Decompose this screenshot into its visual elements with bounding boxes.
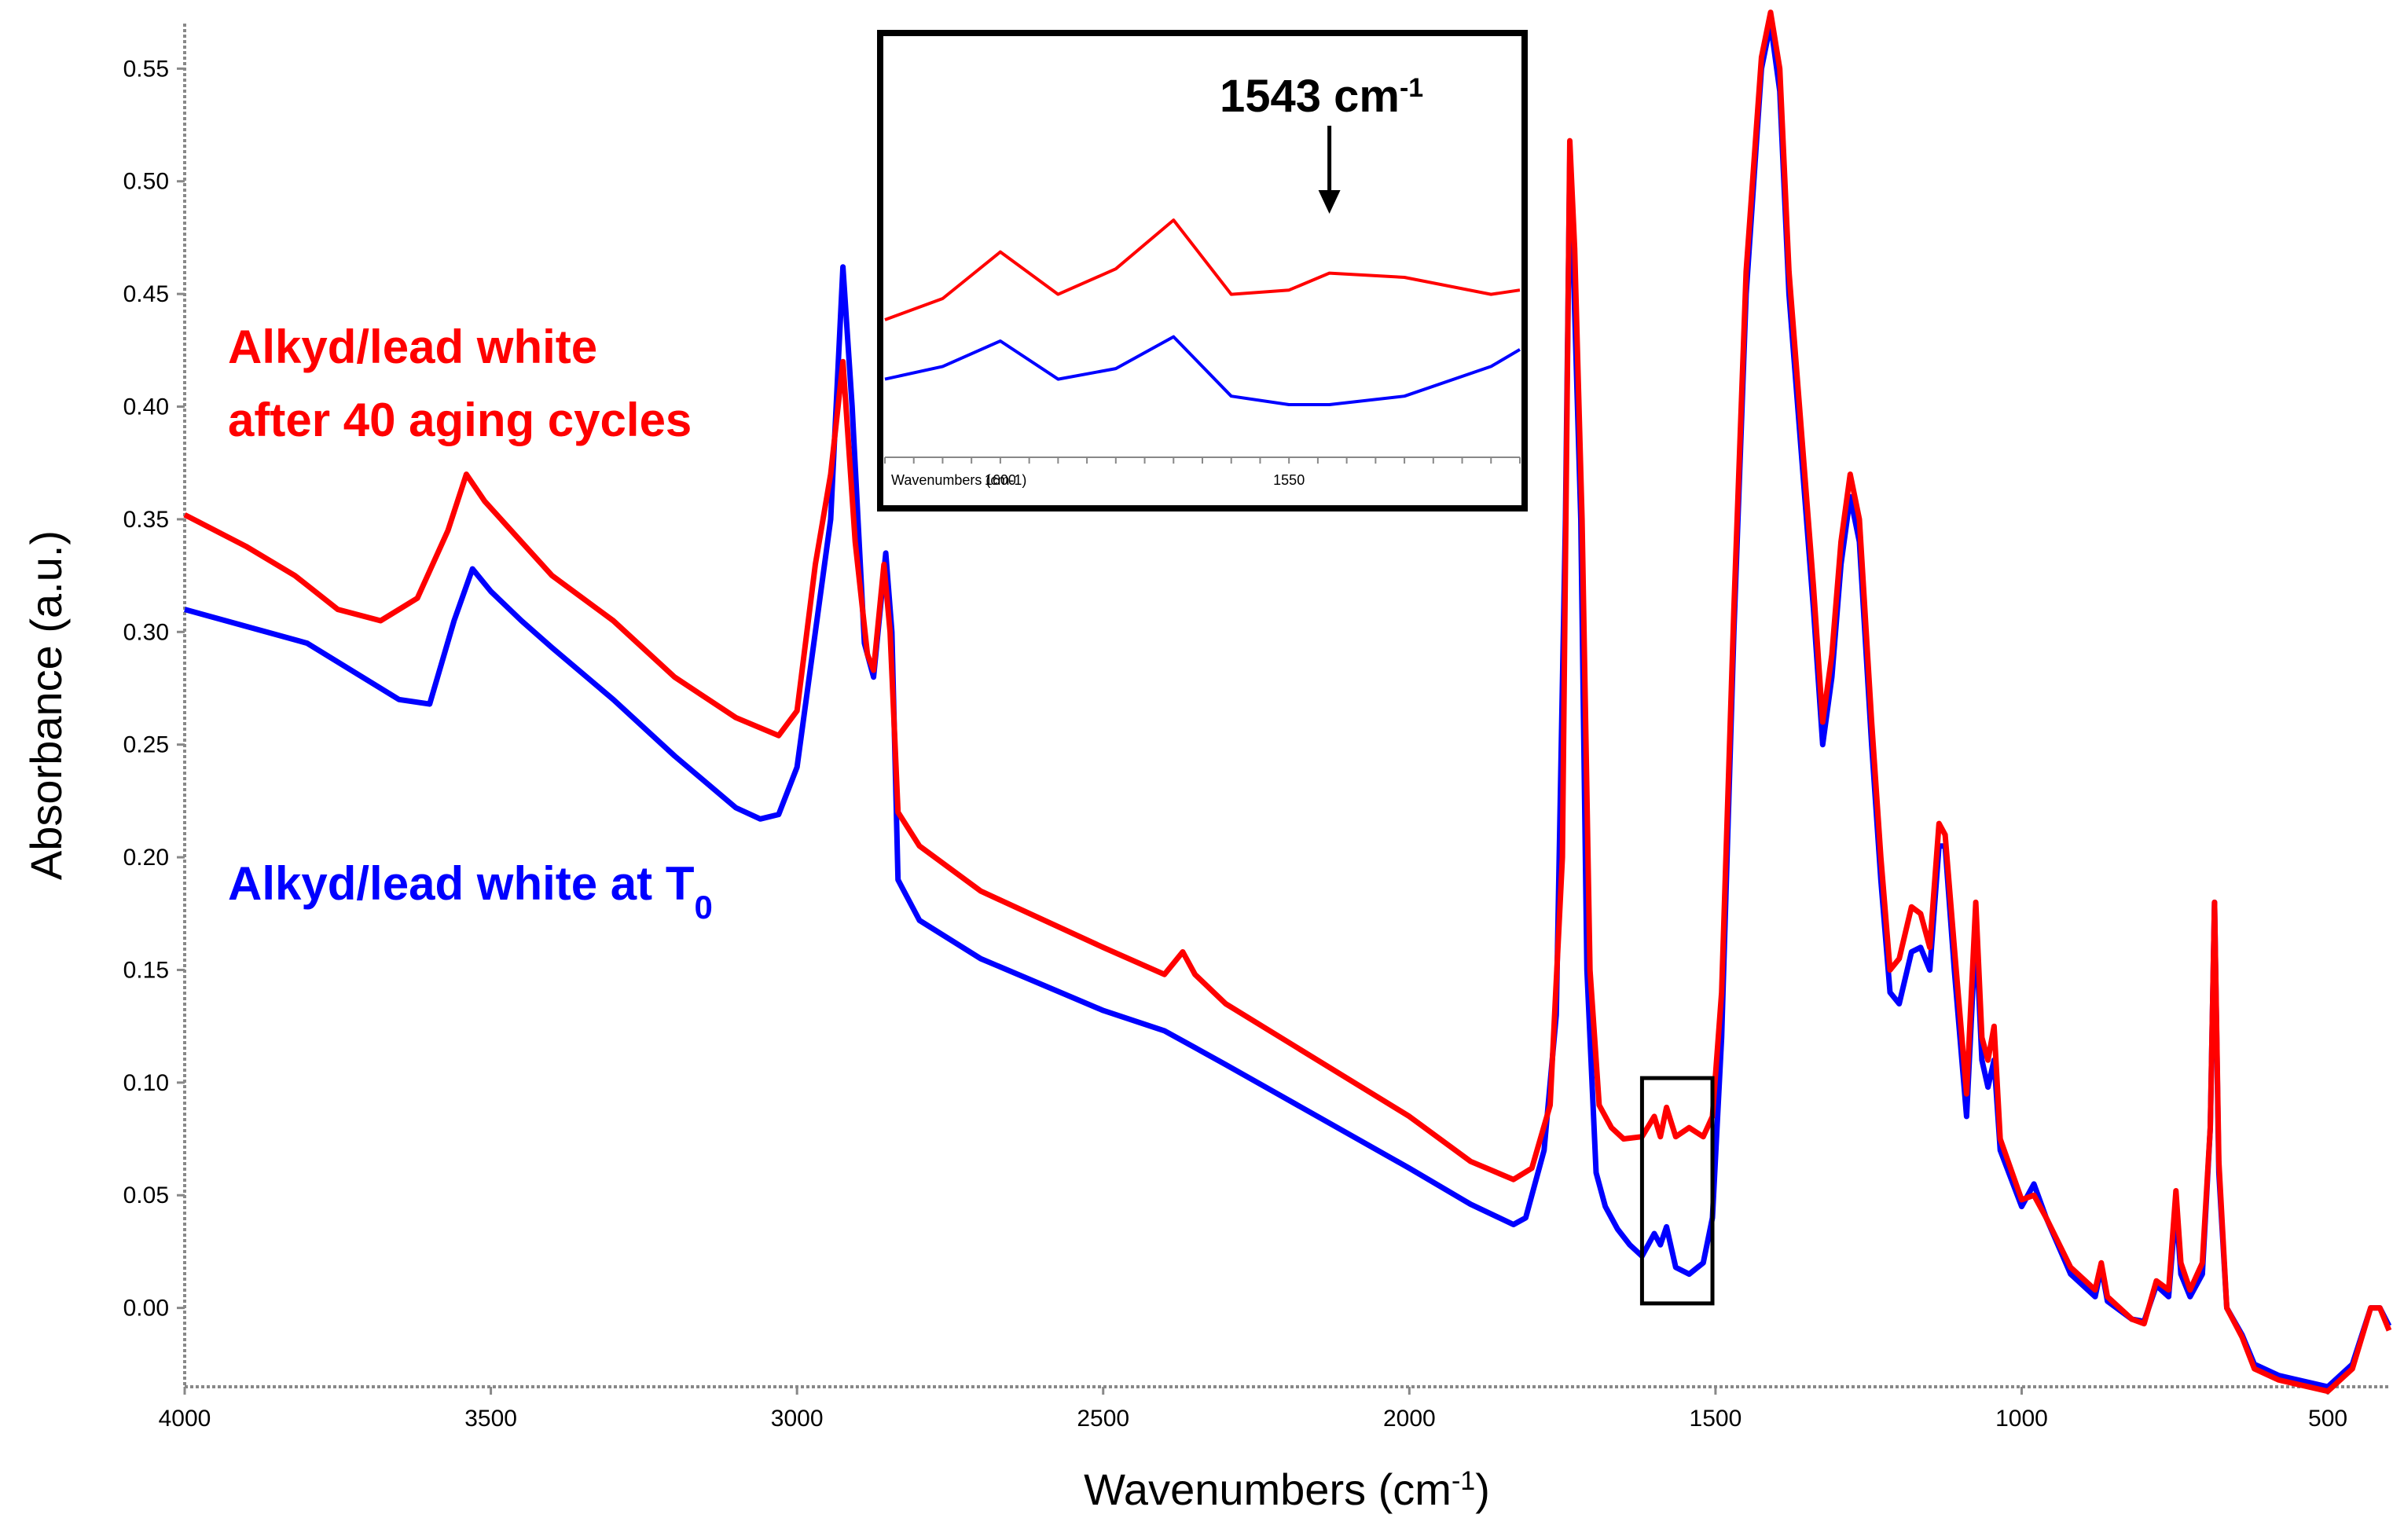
legend-after-line2: after 40 aging cycles bbox=[228, 394, 692, 446]
y-tick-label: 0.15 bbox=[123, 957, 169, 983]
series-layer bbox=[183, 9, 2392, 1395]
inset-series-t0 bbox=[884, 335, 1521, 406]
x-tick-label: 500 bbox=[2308, 1406, 2347, 1432]
y-tick-label: 0.00 bbox=[123, 1296, 169, 1322]
y-tick-label: 0.30 bbox=[123, 619, 169, 645]
inset-ticks: 1600 1550 bbox=[884, 457, 1521, 488]
inset-annotation: 1543 cm-1 bbox=[1220, 71, 1423, 122]
y-tick-label: 0.20 bbox=[123, 845, 169, 871]
inset-series-aged bbox=[884, 218, 1521, 321]
inset-x-axis-title: Wavenumbers (cm-1) bbox=[891, 472, 1026, 488]
y-axis-title: Absorbance (a.u.) bbox=[21, 530, 71, 880]
highlight-box bbox=[1639, 1076, 1715, 1306]
x-tick-label: 1000 bbox=[1995, 1406, 2048, 1432]
x-tick-label: 1500 bbox=[1690, 1406, 1742, 1432]
x-axis-title-text: Wavenumbers (cm bbox=[1084, 1465, 1452, 1514]
inset-tick-label: 1600 bbox=[985, 472, 1016, 488]
inset-tick-label: 1550 bbox=[1273, 472, 1305, 488]
x-axis-title: Wavenumbers (cm-1) bbox=[1084, 1465, 1490, 1514]
y-tick-label: 0.40 bbox=[123, 394, 169, 420]
x-tick-label: 2500 bbox=[1077, 1406, 1129, 1432]
x-tick-label: 2000 bbox=[1383, 1406, 1436, 1432]
x-ticks: 4000 3500 3000 2500 2000 1500 1000 500 bbox=[159, 1387, 2347, 1432]
legend: Alkyd/lead white after 40 aging cycles A… bbox=[228, 321, 713, 926]
inset-series bbox=[884, 218, 1521, 406]
x-axis-title-close: ) bbox=[1475, 1465, 1490, 1514]
legend-t0-sub: 0 bbox=[694, 889, 712, 926]
y-tick-label: 0.10 bbox=[123, 1070, 169, 1096]
legend-t0-text: Alkyd/lead white at T bbox=[228, 857, 694, 910]
series-line-aged bbox=[183, 9, 2392, 1395]
x-axis-title-sup: -1 bbox=[1452, 1466, 1475, 1496]
inset-annotation-sup: -1 bbox=[1400, 73, 1423, 103]
inset-annotation-arrowhead bbox=[1318, 190, 1341, 214]
y-ticks: 0.00 0.05 0.10 0.15 0.20 0.25 0.30 0.35 0.40 0.45… bbox=[123, 56, 185, 1322]
inset-zoom: 1600 1550 Wavenumbers (cm-1) 1543 cm-1 bbox=[877, 30, 1528, 512]
inset-frame bbox=[877, 30, 1528, 512]
legend-after-line1: Alkyd/lead white bbox=[228, 321, 597, 373]
x-tick-label: 3000 bbox=[771, 1406, 824, 1432]
y-tick-label: 0.35 bbox=[123, 507, 169, 533]
y-tick-label: 0.55 bbox=[123, 56, 169, 82]
y-tick-label: 0.05 bbox=[123, 1182, 169, 1208]
x-tick-label: 4000 bbox=[159, 1406, 211, 1432]
legend-t0: Alkyd/lead white at T0 bbox=[228, 857, 713, 926]
y-tick-label: 0.25 bbox=[123, 732, 169, 758]
y-tick-label: 0.50 bbox=[123, 169, 169, 195]
y-tick-label: 0.45 bbox=[123, 281, 169, 307]
inset-annotation-text: 1543 cm bbox=[1220, 71, 1400, 122]
x-tick-label: 3500 bbox=[464, 1406, 517, 1432]
